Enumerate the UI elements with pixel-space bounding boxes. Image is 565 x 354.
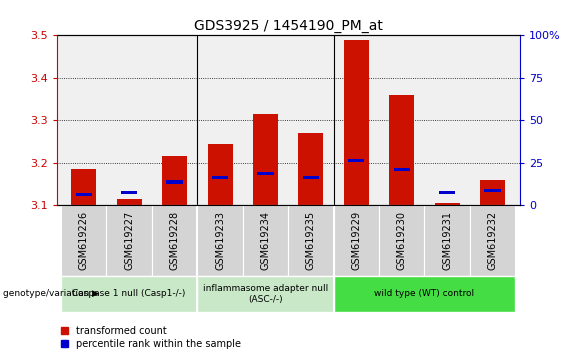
Text: GSM619232: GSM619232: [488, 211, 498, 270]
Bar: [470, 205, 515, 276]
Legend: transformed count, percentile rank within the sample: transformed count, percentile rank withi…: [62, 326, 241, 349]
Bar: [333, 205, 379, 276]
Bar: [298, 133, 323, 205]
Bar: [480, 180, 505, 205]
Text: GSM619231: GSM619231: [442, 211, 452, 270]
Text: GSM619235: GSM619235: [306, 211, 316, 270]
Text: GSM619226: GSM619226: [79, 211, 89, 270]
Bar: [288, 205, 333, 276]
Text: inflammasome adapter null
(ASC-/-): inflammasome adapter null (ASC-/-): [203, 284, 328, 303]
Bar: [394, 167, 410, 171]
Bar: [106, 205, 152, 276]
Bar: [167, 180, 182, 184]
Bar: [257, 172, 273, 175]
Text: GSM619228: GSM619228: [170, 211, 180, 270]
Text: GSM619233: GSM619233: [215, 211, 225, 270]
Bar: [76, 193, 92, 196]
Text: GSM619234: GSM619234: [260, 211, 271, 270]
Bar: [197, 276, 333, 312]
Text: genotype/variation ▶: genotype/variation ▶: [3, 289, 99, 298]
Bar: [117, 199, 142, 205]
Bar: [389, 95, 414, 205]
Bar: [197, 205, 243, 276]
Text: GSM619227: GSM619227: [124, 211, 134, 270]
Bar: [212, 176, 228, 179]
Text: wild type (WT) control: wild type (WT) control: [375, 289, 475, 298]
Bar: [253, 114, 278, 205]
Bar: [207, 144, 233, 205]
Bar: [434, 203, 459, 205]
Bar: [344, 40, 369, 205]
Text: GSM619229: GSM619229: [351, 211, 361, 270]
Bar: [303, 176, 319, 179]
Bar: [152, 205, 197, 276]
Title: GDS3925 / 1454190_PM_at: GDS3925 / 1454190_PM_at: [194, 19, 383, 33]
Bar: [243, 205, 288, 276]
Bar: [121, 191, 137, 194]
Bar: [71, 169, 96, 205]
Text: GSM619230: GSM619230: [397, 211, 407, 270]
Bar: [379, 205, 424, 276]
Bar: [348, 159, 364, 162]
Bar: [424, 205, 470, 276]
Bar: [61, 276, 197, 312]
Bar: [61, 205, 106, 276]
Bar: [439, 191, 455, 194]
Bar: [484, 189, 501, 192]
Bar: [162, 156, 187, 205]
Text: Caspase 1 null (Casp1-/-): Caspase 1 null (Casp1-/-): [72, 289, 186, 298]
Bar: [333, 276, 515, 312]
